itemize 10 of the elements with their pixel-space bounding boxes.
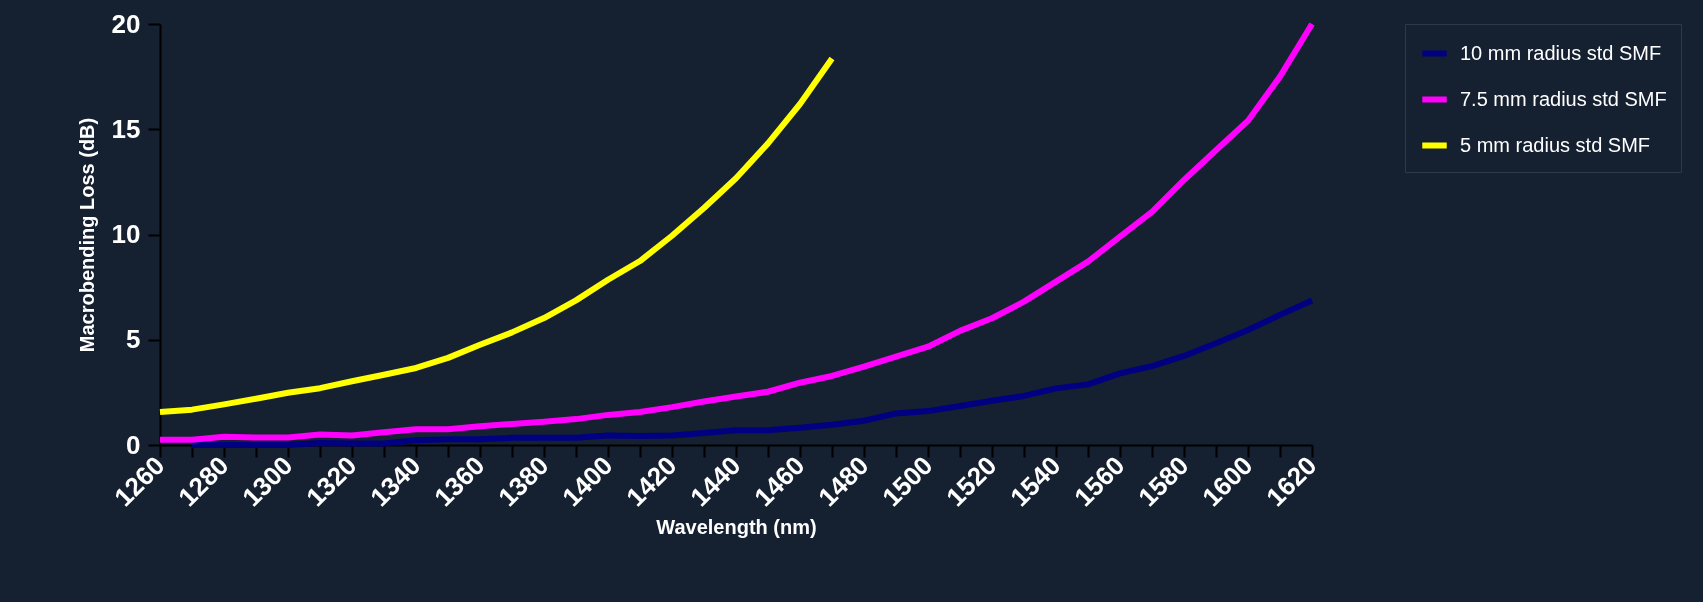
y-tick-label: 20 xyxy=(111,8,141,39)
y-tick-label: 5 xyxy=(126,324,141,355)
legend-label: 10 mm radius std SMF xyxy=(1460,41,1662,64)
y-tick-label: 10 xyxy=(111,219,141,249)
y-axis-title: Macrobending Loss (dB) xyxy=(75,117,98,353)
legend-label: 5 mm radius std SMF xyxy=(1460,133,1651,156)
y-tick-label: 0 xyxy=(126,429,141,460)
legend-label: 7.5 mm radius std SMF xyxy=(1460,87,1667,110)
x-axis-title: Wavelength (nm) xyxy=(656,515,817,538)
y-tick-label: 15 xyxy=(111,113,141,144)
